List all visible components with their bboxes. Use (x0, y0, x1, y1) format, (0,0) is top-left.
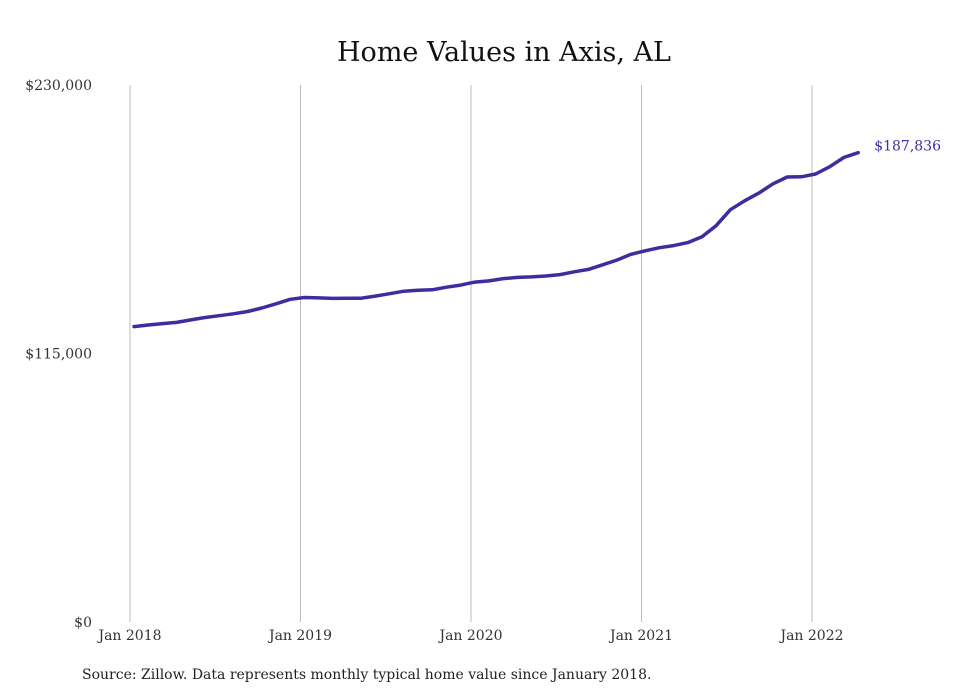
home-value-line (132, 150, 860, 329)
source-note: Source: Zillow. Data represents monthly … (82, 667, 652, 683)
y-tick-label: $115,000 (25, 347, 92, 363)
last-value-label: $187,836 (874, 139, 941, 155)
x-tick-label: Jan 2021 (608, 628, 673, 644)
chart-title: Home Values in Axis, AL (337, 37, 671, 68)
x-axis-ticks: Jan 2018 Jan 2019 Jan 2020 Jan 2021 Jan 2022 (96, 628, 843, 644)
x-tick-label: Jan 2018 (96, 628, 161, 644)
y-tick-label: $0 (74, 615, 92, 631)
y-tick-label: $230,000 (25, 78, 92, 94)
y-axis-ticks: $0 $115,000 $230,000 (25, 78, 92, 631)
x-tick-label: Jan 2020 (437, 628, 502, 644)
x-tick-label: Jan 2022 (778, 628, 843, 644)
x-tick-label: Jan 2019 (267, 628, 332, 644)
vertical-gridlines (129, 85, 813, 622)
